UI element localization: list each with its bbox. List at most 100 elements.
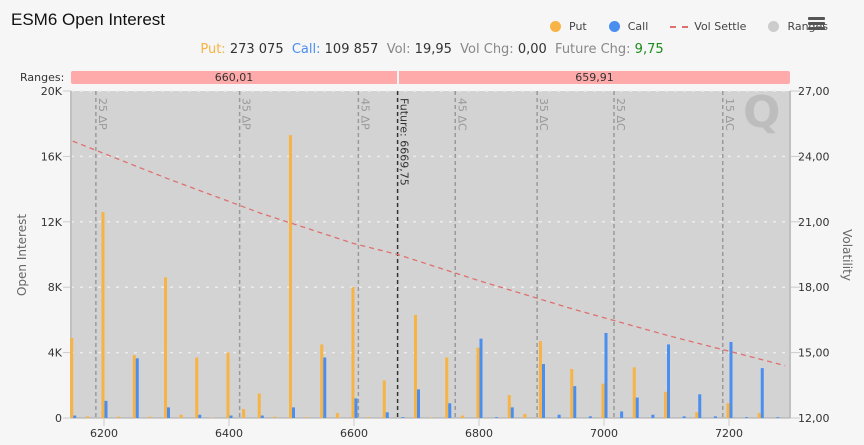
put-bar[interactable] — [507, 395, 511, 418]
put-dot-icon — [550, 21, 561, 32]
call-bar[interactable] — [682, 416, 686, 418]
call-bar[interactable] — [510, 407, 514, 418]
call-bar[interactable] — [104, 400, 108, 418]
put-bar[interactable] — [664, 391, 667, 418]
delta-label: 45 ΔP — [358, 98, 371, 130]
y-axis-title: Open Interest — [15, 214, 29, 296]
put-bar[interactable] — [132, 355, 136, 418]
range-bar-right[interactable]: 659,91 — [399, 71, 790, 84]
call-bar[interactable] — [401, 417, 405, 418]
put-bar[interactable] — [445, 357, 449, 418]
legend-label-call: Call — [627, 20, 649, 33]
vol-value: 19,95 — [414, 42, 452, 57]
put-bar[interactable] — [242, 409, 246, 418]
call-bar[interactable] — [635, 397, 639, 418]
legend-label-vol-settle: Vol Settle — [694, 20, 747, 33]
put-bar[interactable] — [179, 414, 183, 418]
call-bar[interactable] — [604, 332, 608, 418]
vol-chg-label: Vol Chg: — [460, 42, 514, 57]
put-bar[interactable] — [164, 277, 167, 418]
call-bar[interactable] — [198, 414, 202, 418]
future-chg-value: 9,75 — [634, 42, 664, 57]
call-bar[interactable] — [542, 364, 545, 418]
put-bar[interactable] — [539, 341, 542, 418]
put-bar[interactable] — [523, 413, 527, 418]
put-bar[interactable] — [226, 352, 230, 418]
put-bar[interactable] — [726, 403, 730, 418]
call-bar[interactable] — [667, 344, 670, 418]
call-bar[interactable] — [417, 389, 420, 418]
put-bar[interactable] — [320, 344, 324, 418]
x-tick-label: 6400 — [215, 427, 243, 440]
put-bar[interactable] — [476, 347, 480, 418]
put-bar[interactable] — [695, 412, 699, 418]
put-bar[interactable] — [257, 393, 261, 418]
put-bar[interactable] — [601, 383, 605, 418]
call-bar[interactable] — [448, 403, 452, 418]
y2-tick-label: 24,00 — [798, 150, 830, 163]
put-bar[interactable] — [273, 416, 277, 418]
y-tick-label: 4K — [48, 347, 63, 360]
y2-tick-label: 27,00 — [798, 85, 830, 98]
call-bar[interactable] — [354, 398, 358, 418]
call-bar[interactable] — [260, 415, 264, 418]
put-bar[interactable] — [460, 415, 464, 418]
future-price-label: Future: 6669,75 — [398, 98, 411, 186]
call-bar[interactable] — [323, 357, 327, 418]
y-tick-label: 0 — [55, 412, 62, 425]
hamburger-menu-icon[interactable] — [808, 17, 825, 31]
call-bar[interactable] — [745, 417, 749, 418]
call-bar[interactable] — [776, 417, 780, 418]
x-tick-label: 6800 — [465, 427, 493, 440]
put-bar[interactable] — [195, 357, 199, 418]
call-bar[interactable] — [588, 416, 592, 418]
call-bar[interactable] — [495, 417, 499, 418]
y2-tick-label: 21,00 — [798, 216, 830, 229]
delta-label: 35 ΔC — [537, 98, 550, 131]
legend-item-put[interactable]: Put — [550, 20, 587, 33]
vol-label: Vol: — [386, 42, 411, 57]
put-bar[interactable] — [289, 135, 292, 418]
call-bar[interactable] — [557, 414, 561, 418]
x-tick-label: 6600 — [340, 427, 368, 440]
put-bar[interactable] — [335, 413, 339, 418]
call-bar[interactable] — [620, 411, 624, 418]
put-bar[interactable] — [351, 287, 355, 418]
call-bar[interactable] — [760, 368, 764, 418]
plot-area — [71, 91, 790, 418]
call-bar[interactable] — [651, 414, 655, 418]
put-bar[interactable] — [757, 413, 761, 418]
legend-item-vol-settle[interactable]: Vol Settle — [670, 20, 746, 33]
put-bar[interactable] — [304, 417, 308, 418]
y-tick-label: 16K — [41, 150, 63, 163]
legend-item-call[interactable]: Call — [608, 20, 649, 33]
call-dot-icon — [608, 21, 620, 32]
call-bar[interactable] — [698, 394, 702, 418]
call-bar[interactable] — [479, 338, 483, 418]
put-bar[interactable] — [85, 416, 89, 418]
x-tick-label: 6200 — [90, 427, 118, 440]
put-bar[interactable] — [570, 368, 574, 418]
call-bar[interactable] — [229, 415, 233, 418]
call-bar[interactable] — [385, 412, 389, 418]
put-bar[interactable] — [148, 416, 152, 418]
call-bar[interactable] — [167, 407, 170, 418]
call-bar[interactable] — [729, 341, 733, 418]
y2-tick-label: 18,00 — [798, 281, 830, 294]
y-tick-label: 8K — [48, 281, 63, 294]
call-bar[interactable] — [573, 386, 577, 418]
put-bar[interactable] — [367, 417, 371, 418]
put-bar[interactable] — [70, 337, 74, 418]
put-bar[interactable] — [382, 380, 386, 418]
dashed-line-icon — [670, 25, 689, 28]
range-bar-left[interactable]: 660,01 — [71, 71, 397, 84]
put-bar[interactable] — [632, 367, 636, 418]
call-bar[interactable] — [135, 358, 139, 418]
put-bar[interactable] — [414, 314, 417, 418]
call-bar[interactable] — [713, 416, 717, 418]
call-bar[interactable] — [73, 415, 77, 418]
call-bar[interactable] — [292, 407, 295, 418]
put-bar[interactable] — [101, 211, 105, 418]
put-bar[interactable] — [117, 416, 121, 418]
